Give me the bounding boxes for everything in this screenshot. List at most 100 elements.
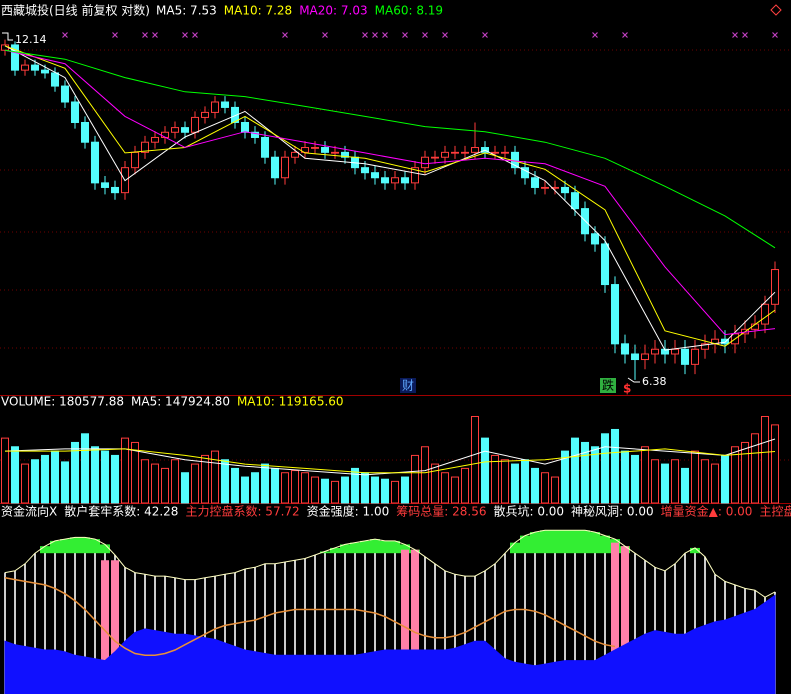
ma-line (4, 49, 776, 336)
volume-bar (611, 428, 619, 504)
ma-line (5, 448, 776, 474)
volume-bar (441, 472, 449, 504)
volume-bar (551, 476, 559, 504)
signal-mark (422, 32, 428, 38)
volume-bar (771, 424, 779, 504)
candle-body (361, 167, 369, 174)
volume-bar (681, 467, 689, 504)
candle-body (471, 147, 479, 153)
volume-bar (431, 463, 439, 504)
candle-body (71, 101, 79, 123)
volume-bar (451, 476, 459, 504)
low-pointer (627, 377, 640, 383)
signal-mark (142, 32, 148, 38)
signal-mark (362, 32, 368, 38)
ma-line (4, 45, 776, 347)
volume-bar (741, 441, 749, 504)
legend-item: 资金强度: 1.00 (307, 504, 390, 519)
green-segment (320, 551, 330, 554)
annotations: 12.14 6.38 财 跌 $ (2, 32, 667, 396)
volume-bar (571, 437, 579, 504)
volume-bar (171, 459, 179, 504)
candle-body (271, 156, 279, 179)
volume-bar (321, 478, 329, 504)
candle-body (401, 177, 409, 184)
green-segment (550, 530, 560, 554)
volume-bar (401, 476, 409, 504)
candle-body (21, 64, 29, 71)
volume-bar (641, 446, 649, 504)
candle-body (541, 186, 549, 189)
ma-line (4, 438, 776, 476)
window-icon[interactable] (770, 4, 782, 16)
pink-bar (611, 542, 619, 694)
volume-bar (301, 472, 309, 504)
cai-label: 财 (402, 379, 414, 393)
volume-bar (581, 441, 589, 504)
signal-mark (152, 32, 158, 38)
volume-bar (621, 450, 629, 504)
candle-body (491, 151, 499, 154)
green-segment (50, 540, 60, 554)
candle-body (571, 192, 579, 210)
high-pointer (2, 32, 13, 41)
green-segment (560, 530, 570, 554)
legend-item: 筹码总量: 28.56 (396, 505, 486, 519)
legend-item: 散兵坑: 0.00 (493, 504, 564, 519)
pink-bar (401, 549, 409, 694)
volume-bar (391, 480, 399, 504)
volume-bar (421, 446, 429, 504)
volume-bar (701, 459, 709, 504)
signal-mark (182, 32, 188, 38)
volume-bar (11, 446, 19, 504)
volume-bar (121, 437, 129, 504)
ma-line (4, 45, 776, 351)
signal-mark (772, 32, 778, 38)
legend-item: MA20: 7.03 (299, 4, 367, 18)
candle-body (191, 116, 199, 133)
candle-body (371, 172, 379, 179)
candle-body (211, 101, 219, 113)
volume-bar (131, 441, 139, 504)
volume-bar (31, 459, 39, 504)
volume-bar (1, 437, 9, 504)
candle-body (651, 348, 659, 355)
cai-box (400, 378, 416, 393)
green-segment (570, 530, 580, 554)
volume-bar (111, 454, 119, 504)
candle-body (231, 106, 239, 123)
volume-bar (411, 454, 419, 504)
legend-item: MA10: 7.28 (224, 4, 292, 18)
volume-bar (601, 433, 609, 504)
candle-body (681, 348, 689, 365)
candle-body (411, 167, 419, 184)
green-segment (590, 532, 600, 554)
chart-title: 西藏城投(日线 前复权 对数) (1, 3, 150, 18)
green-segment (600, 535, 610, 554)
candle-body (551, 186, 559, 189)
volume-bar (181, 472, 189, 504)
pink-bar (101, 560, 109, 694)
high-label: 12.14 (15, 33, 47, 46)
pink-bar (621, 546, 629, 694)
volume-bar (341, 476, 349, 504)
legend-item: 神秘风洞: 0.00 (571, 505, 654, 519)
green-segment (690, 547, 700, 554)
signal-mark (322, 32, 328, 38)
green-segment (530, 532, 540, 554)
volume-bar (361, 472, 369, 504)
volume-bar (651, 459, 659, 504)
die-label: 跌 (602, 378, 614, 393)
volume-bar (271, 467, 279, 504)
candle-body (181, 127, 189, 133)
candle-body (241, 121, 249, 133)
candle-body (421, 156, 429, 169)
volume-bar (461, 467, 469, 504)
blue-area (4, 594, 776, 694)
signal-mark (282, 32, 288, 38)
signal-mark (592, 32, 598, 38)
candle-body (591, 233, 599, 245)
candle-body (221, 101, 229, 108)
